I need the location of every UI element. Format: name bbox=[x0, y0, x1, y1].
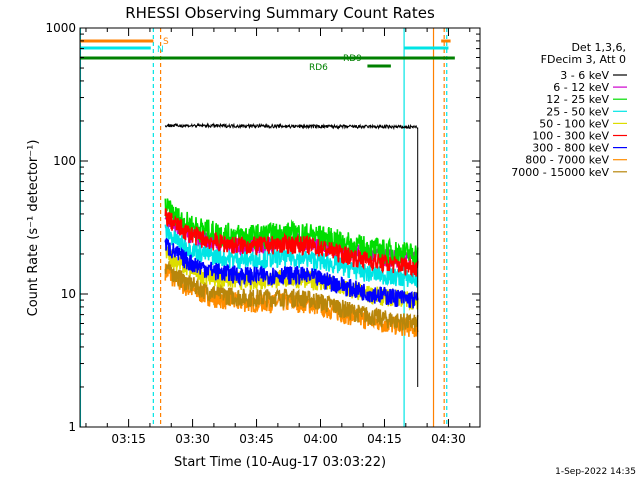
y-tick-label: 1000 bbox=[45, 21, 76, 35]
timestamp: 1-Sep-2022 14:35 bbox=[555, 467, 636, 477]
legend-entry-label: 50 - 100 keV bbox=[539, 117, 609, 130]
n-flag-label: N bbox=[157, 45, 164, 55]
legend-entry-label: 6 - 12 keV bbox=[553, 81, 609, 94]
legend-entry-label: 100 - 300 keV bbox=[532, 130, 609, 143]
y-axis: 1 10 100 1000 bbox=[45, 21, 480, 434]
legend-entry-label: 25 - 50 keV bbox=[546, 105, 609, 118]
x-tick-label: 04:30 bbox=[431, 432, 466, 446]
x-axis-label: Start Time (10-Aug-17 03:03:22) bbox=[174, 455, 386, 470]
rd9-flag-label: RD9 bbox=[343, 54, 362, 64]
legend-entry-label: 12 - 25 keV bbox=[546, 93, 609, 106]
legend-entry-label: 7000 - 15000 keV bbox=[511, 166, 609, 179]
series-line-7000-15000kev bbox=[164, 260, 419, 332]
y-tick-label: 100 bbox=[53, 154, 76, 168]
x-tick-label: 03:45 bbox=[239, 432, 274, 446]
y-tick-label: 10 bbox=[61, 287, 76, 301]
y-axis-label: Count Rate (s⁻¹ detector⁻¹) bbox=[26, 140, 41, 317]
x-tick-label: 04:00 bbox=[303, 432, 338, 446]
legend-header: Det 1,3,6, bbox=[571, 41, 626, 54]
x-axis: 03:15 03:30 03:45 04:00 04:15 04:30 bbox=[85, 28, 471, 446]
series-line-300-800kev bbox=[164, 238, 419, 309]
legend-entry-label: 3 - 6 keV bbox=[560, 69, 609, 82]
legend-entry-label: 800 - 7000 keV bbox=[525, 154, 609, 167]
series-line-3-6kev bbox=[164, 122, 419, 387]
x-tick-label: 03:30 bbox=[175, 432, 210, 446]
legend-entry-label: 300 - 800 keV bbox=[532, 142, 609, 155]
chart-title: RHESSI Observing Summary Count Rates bbox=[125, 4, 435, 22]
s-flag-label: S bbox=[163, 37, 169, 47]
plot-area bbox=[79, 27, 481, 428]
x-tick-label: 04:15 bbox=[367, 432, 402, 446]
x-tick-label: 03:15 bbox=[111, 432, 146, 446]
legend-header: FDecim 3, Att 0 bbox=[541, 53, 626, 66]
series-line-25-50kev bbox=[164, 224, 419, 288]
rd6-flag-label: RD6 bbox=[309, 63, 328, 73]
y-tick-label: 1 bbox=[68, 420, 76, 434]
series-line-100-300kev bbox=[164, 208, 419, 278]
